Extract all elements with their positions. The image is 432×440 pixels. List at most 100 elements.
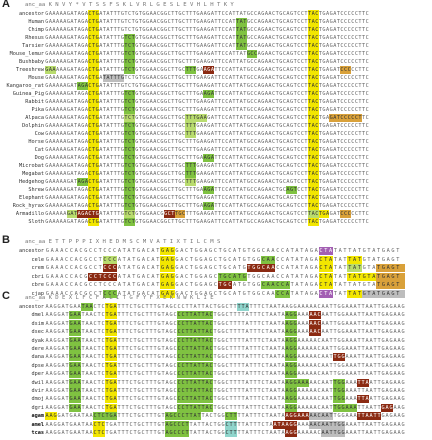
- alignment-row: Hedgehog G A A A A A G A T A G A C T G A T A T T T G T C T G T G G A A C…: [0, 178, 432, 186]
- codon-highlight: [177, 378, 213, 387]
- codon-highlight: [307, 42, 319, 50]
- codon-highlight: [93, 429, 105, 437]
- alignment-row: Alpaca G A A A A A G A T A G A C T G A T A T T T G T C T G T G G A A C G G…: [0, 114, 432, 122]
- alignment-row: ancestor G A A A C C A C G C C T C C C A T A T G A C A T G A G G A C T G…: [0, 247, 432, 255]
- codon-highlight: [88, 218, 99, 226]
- panel-a-letter: A: [2, 0, 10, 10]
- codon-highlight: [66, 210, 78, 218]
- row-label: dsec: [0, 328, 45, 336]
- alignment-row: dana A A G G A T G A A T A A C T C T G A T T T C T G C T T T G T A G C C C T…: [0, 353, 432, 362]
- codon-highlight: [309, 311, 321, 320]
- codon-highlight: [105, 353, 117, 362]
- codon-highlight: [124, 106, 135, 114]
- codon-highlight: [88, 194, 99, 202]
- alignment-row: dvir A A G G A T G A A T A A C T C T G A T T T C T G C T T T G T A G C C C T…: [0, 387, 432, 395]
- codon-highlight: [105, 311, 117, 320]
- codon-highlight: [93, 412, 117, 421]
- alignment-row: cbre G A A A C C A C G C C T C C C A T A T G A C A T G A G G A C T G G A G C…: [0, 281, 432, 289]
- codon-highlight: [45, 412, 57, 421]
- codon-highlight: [347, 289, 362, 298]
- codon-highlight: [285, 412, 309, 421]
- row-label: tcas: [0, 429, 45, 437]
- codon-highlight: [124, 138, 135, 146]
- alignment-row: Pika G A A A A A G A T A G A C T G A T A T T T G T C T G T G G A A C G G C T…: [0, 106, 432, 114]
- codon-highlight: [160, 289, 175, 298]
- alignment-row: Guinea_Pig G A A A A A G A T A G A C T G A T A T T T G T C T G T G G A…: [0, 90, 432, 98]
- codon-highlight: [217, 281, 233, 289]
- alignment-row: dmel A A G G A T G A A T A A C T C T G A T T T C T G C T T T G T A G C C C T…: [0, 311, 432, 320]
- codon-highlight: [285, 429, 297, 437]
- row-label: Shrew: [0, 186, 44, 194]
- codon-highlight: [124, 42, 135, 50]
- row-label: Human: [0, 18, 44, 26]
- codon-highlight: [307, 186, 319, 194]
- row-label: cbre: [0, 281, 45, 289]
- codon-highlight: [177, 319, 213, 328]
- codon-highlight: [88, 50, 99, 58]
- codon-highlight: [309, 412, 333, 421]
- codon-highlight: [185, 178, 197, 186]
- codon-highlight: [165, 420, 189, 429]
- codon-highlight: [307, 66, 319, 74]
- codon-highlight: [318, 247, 333, 255]
- codon-highlight: [177, 370, 213, 379]
- alignment-row: Megabat G A A A A A G A T A G A C T G A T A T T T G T C T G T G G A A C G…: [0, 170, 432, 178]
- codon-highlight: [177, 311, 213, 320]
- codon-highlight: [177, 387, 213, 395]
- codon-highlight: [88, 186, 99, 194]
- codon-highlight: [77, 210, 99, 218]
- codon-highlight: [203, 66, 215, 74]
- row-label: dvir: [0, 387, 45, 395]
- row-label: Dog: [0, 154, 44, 162]
- alignment-row: tcas A A G G A T G A A T A A C T C T G A T T T C T G C T T T G T A G C C C T…: [0, 429, 432, 437]
- codon-highlight: [177, 345, 213, 353]
- codon-highlight: [235, 18, 247, 26]
- alignment-row: Rabbit G A A A A A G A T A G A C T G A T A T T T G T C T G T G G A A C G G…: [0, 98, 432, 106]
- codon-highlight: [307, 194, 319, 202]
- codon-highlight: [124, 210, 135, 218]
- codon-highlight: [124, 202, 135, 210]
- codon-highlight: [81, 303, 93, 311]
- codon-highlight: [273, 420, 297, 429]
- row-label: Armadillo: [0, 210, 44, 218]
- row-label: Megabat: [0, 170, 44, 178]
- row-label: amel: [0, 421, 45, 429]
- codon-highlight: [357, 378, 369, 387]
- row-label: Pika: [0, 106, 45, 114]
- codon-highlight: [361, 289, 405, 298]
- codon-highlight: [69, 345, 81, 353]
- codon-highlight: [124, 90, 135, 98]
- codon-highlight: [203, 186, 215, 194]
- codon-highlight: [69, 311, 81, 320]
- codon-highlight: [69, 353, 81, 362]
- codon-highlight: [88, 106, 99, 114]
- codon-highlight: [88, 122, 99, 130]
- codon-highlight: [235, 26, 247, 34]
- row-label: ancestor: [0, 10, 44, 18]
- codon-highlight: [88, 98, 99, 106]
- alignment-row: Cow G A A A A A G A T A G A C T G A T A T T T G T C T G T G G A A C G G C T T…: [0, 130, 432, 138]
- codon-highlight: [185, 66, 197, 74]
- codon-highlight: [185, 114, 207, 122]
- row-label: Rock_hyrax: [0, 202, 44, 210]
- codon-highlight: [333, 403, 357, 412]
- codon-highlight: [307, 178, 319, 186]
- codon-highlight: [307, 202, 319, 210]
- codon-highlight: [285, 361, 297, 370]
- codon-highlight: [307, 26, 319, 34]
- codon-highlight: [165, 412, 201, 421]
- codon-highlight: [357, 395, 369, 404]
- codon-highlight: [203, 202, 215, 210]
- codon-highlight: [285, 319, 297, 328]
- codon-highlight: [329, 114, 362, 122]
- codon-highlight: [261, 281, 290, 289]
- codon-highlight: [88, 138, 99, 146]
- row-label: dwil: [0, 379, 45, 387]
- codon-highlight: [88, 18, 99, 26]
- codon-highlight: [69, 395, 81, 404]
- codon-highlight: [333, 387, 345, 395]
- row-label: Kangaroo_rat: [0, 82, 44, 90]
- codon-highlight: [88, 154, 99, 162]
- row-label: ancestor: [0, 247, 44, 255]
- alignment-row: Dolphin G A A A A A G A T A G A C T G A T A T T T G T C T G T G G A A C G…: [0, 122, 432, 130]
